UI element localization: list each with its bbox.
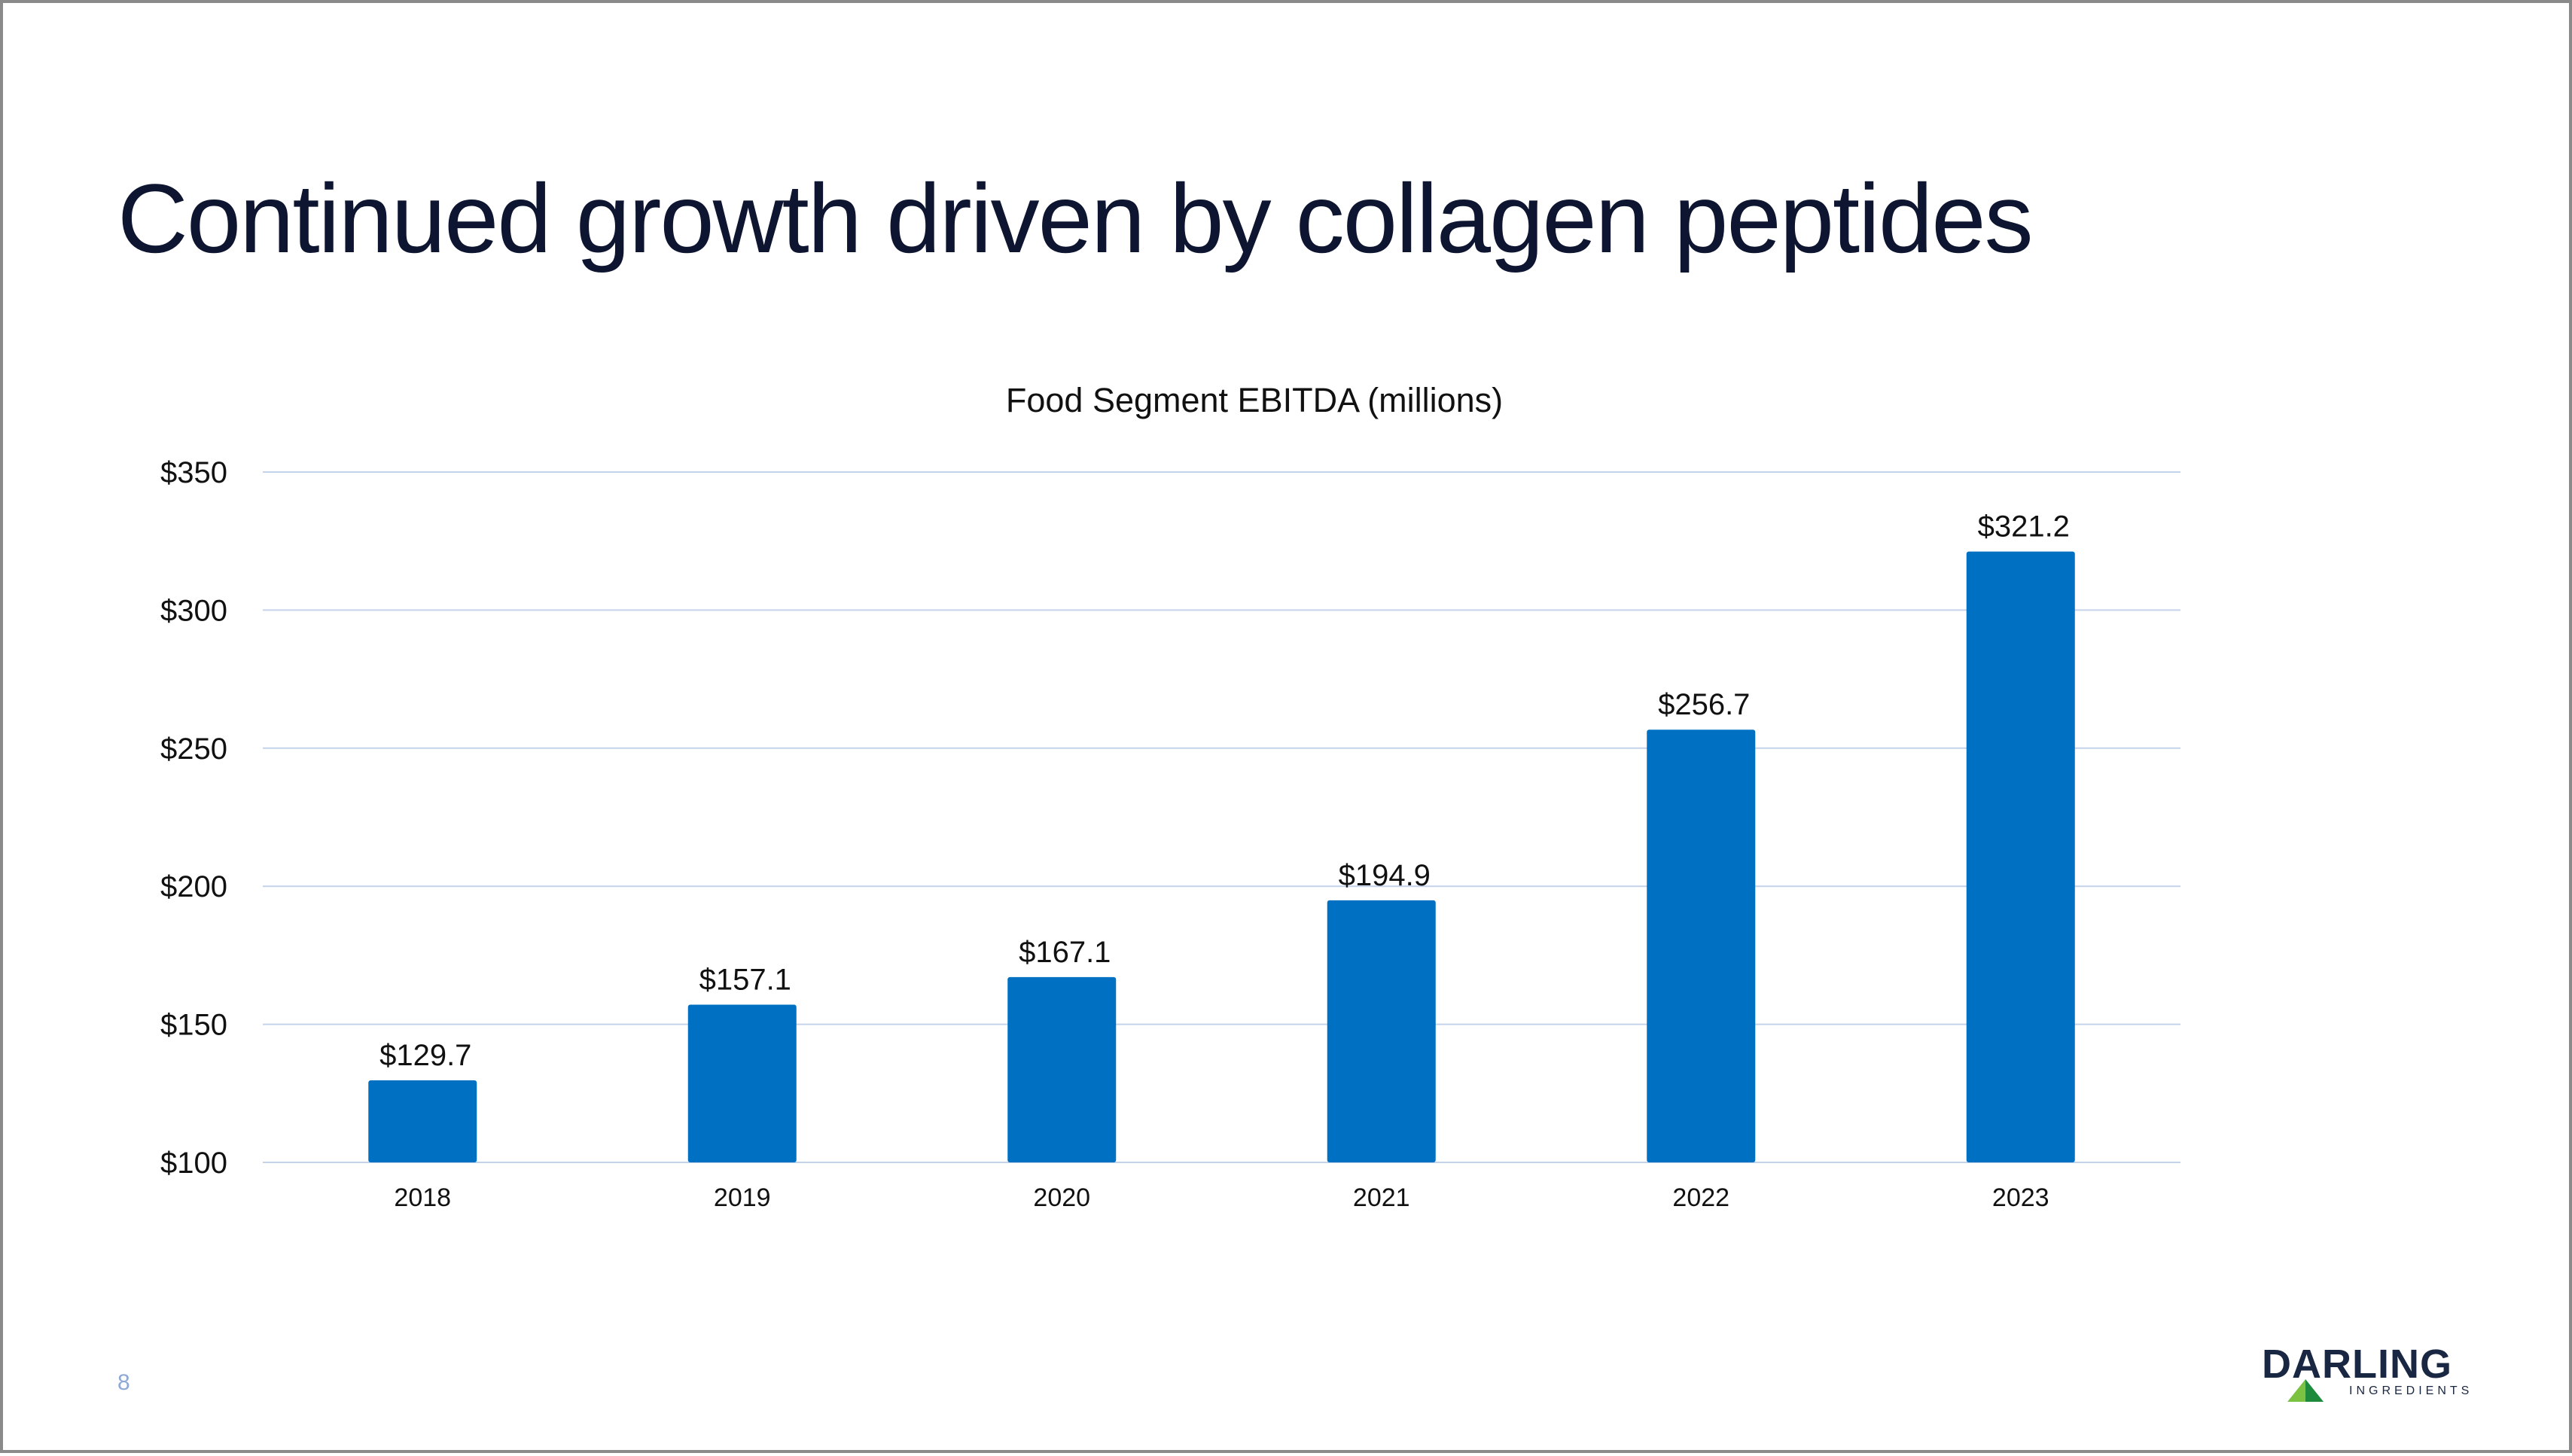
- chart-title: Food Segment EBITDA (millions): [1006, 381, 1503, 419]
- data-label-2022: $256.7: [1658, 688, 1750, 721]
- data-label-2021: $194.9: [1339, 859, 1431, 892]
- y-tick-label: $150: [160, 1009, 227, 1042]
- slide-title: Continued growth driven by collagen pept…: [117, 163, 2034, 273]
- x-axis-tick-labels: 2018 2019 2020 2021 2022 2023: [394, 1183, 2049, 1212]
- x-tick-label-2022: 2022: [1672, 1183, 1729, 1212]
- x-tick-label-2021: 2021: [1353, 1183, 1410, 1212]
- y-axis-tick-labels: $100 $150 $200 $250 $300 $350: [160, 456, 227, 1180]
- bar-2023: [1966, 551, 2075, 1162]
- data-label-2018: $129.7: [379, 1039, 471, 1072]
- bar-2022: [1647, 730, 1756, 1162]
- data-label-2023: $321.2: [1978, 510, 2070, 544]
- y-tick-label: $300: [160, 594, 227, 627]
- page-number: 8: [117, 1370, 130, 1395]
- data-labels: $129.7 $157.1 $167.1 $194.9 $256.7 $321.2: [379, 510, 2070, 1072]
- bar-2020: [1007, 976, 1117, 1162]
- leaf-mark-icon: [2287, 1379, 2324, 1402]
- darling-ingredients-logo: DARLING INGREDIENTS: [2254, 1342, 2473, 1402]
- x-tick-label-2023: 2023: [1992, 1183, 2049, 1212]
- bar-2019: [687, 1004, 797, 1162]
- y-tick-label: $200: [160, 870, 227, 903]
- bars: [368, 551, 2075, 1162]
- x-tick-label-2019: 2019: [714, 1183, 771, 1212]
- bar-2018: [368, 1080, 477, 1162]
- y-tick-label: $350: [160, 456, 227, 489]
- logo-subtitle: INGREDIENTS: [2349, 1384, 2473, 1397]
- bar-chart: Food Segment EBITDA (millions) $100$150$…: [160, 381, 2180, 1212]
- gridlines: [263, 471, 2180, 1163]
- data-label-2019: $157.1: [699, 964, 791, 997]
- x-tick-label-2018: 2018: [394, 1183, 451, 1212]
- data-label-2020: $167.1: [1019, 936, 1111, 969]
- bar-2021: [1327, 900, 1436, 1162]
- y-tick-label: $250: [160, 733, 227, 766]
- logo-wordmark: DARLING: [2262, 1342, 2452, 1387]
- x-tick-label-2020: 2020: [1033, 1183, 1090, 1212]
- y-tick-label: $100: [160, 1147, 227, 1180]
